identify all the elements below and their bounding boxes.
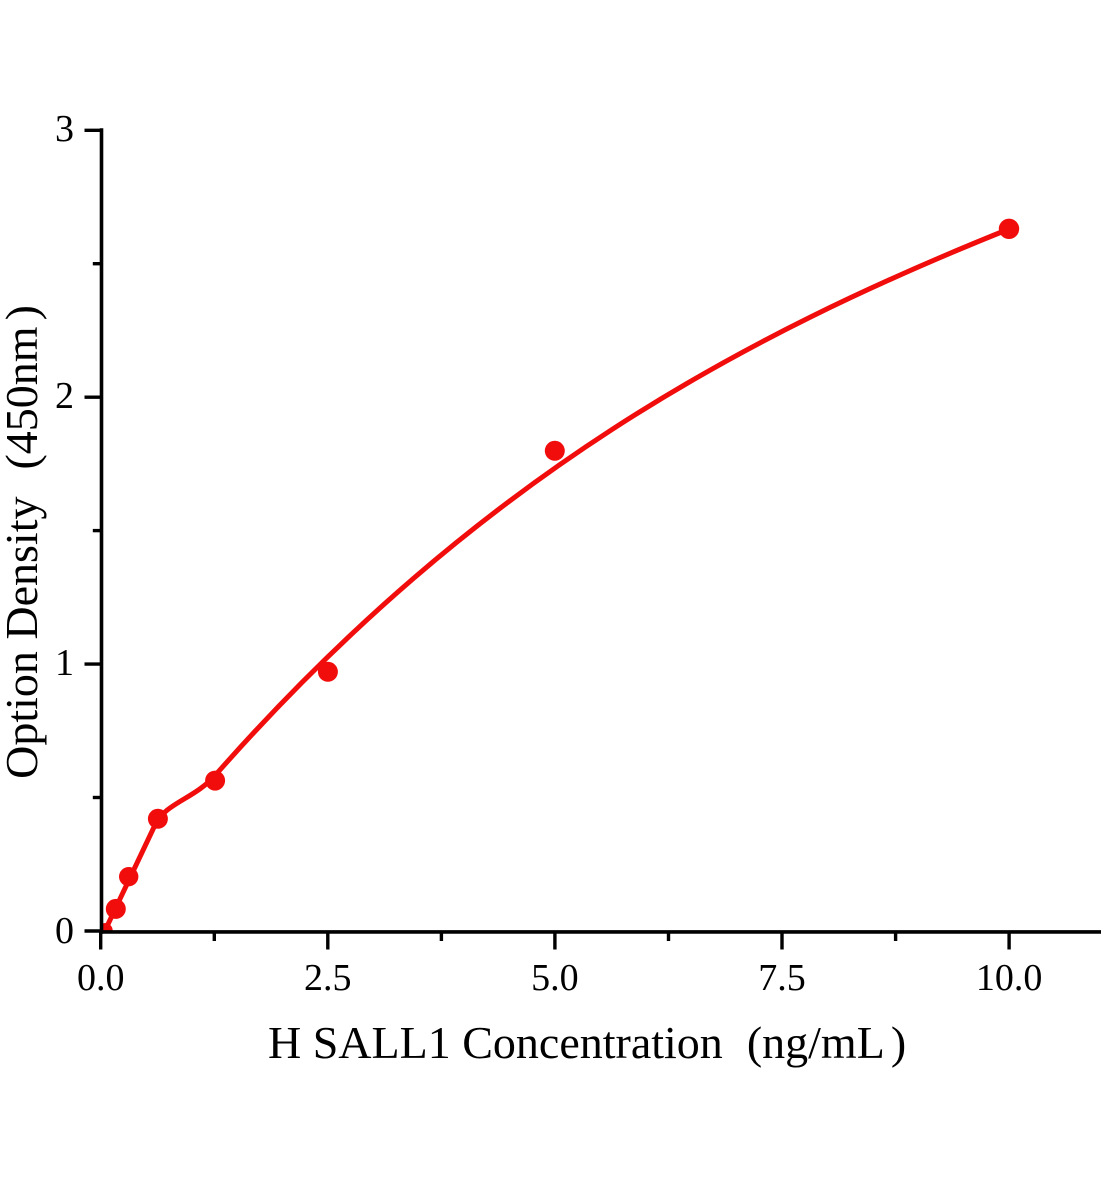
svg-text:2: 2 xyxy=(55,375,74,417)
svg-text:0: 0 xyxy=(55,910,74,952)
svg-text:7.5: 7.5 xyxy=(758,957,806,999)
svg-text:2.5: 2.5 xyxy=(304,957,352,999)
svg-text:H SALL1 Concentration(ng/mL): H SALL1 Concentration (ng/mL) xyxy=(268,1017,906,1068)
svg-text:5.0: 5.0 xyxy=(531,957,579,999)
svg-text:3: 3 xyxy=(55,108,74,150)
svg-text:Option Density(450nm): Option Density(450nm) xyxy=(0,305,47,779)
svg-text:10.0: 10.0 xyxy=(976,957,1043,999)
svg-text:0.0: 0.0 xyxy=(77,957,125,999)
svg-text:1: 1 xyxy=(55,642,74,684)
